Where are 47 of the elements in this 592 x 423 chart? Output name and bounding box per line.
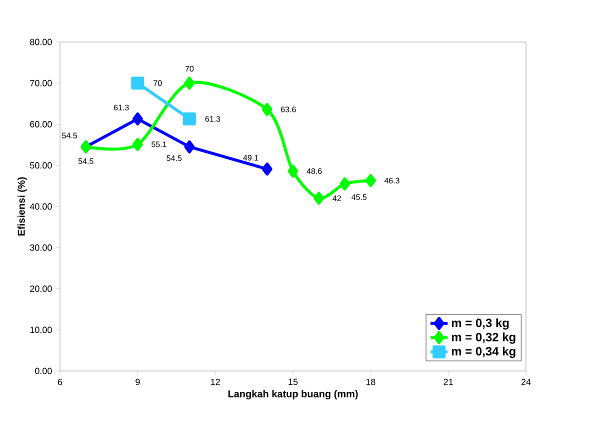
data-label: 54.5 — [166, 155, 182, 161]
y-tick-label: 40.00 — [30, 203, 52, 210]
point — [184, 140, 195, 154]
data-label: 54.5 — [62, 132, 78, 138]
legend-label: m = 0,34 kg — [452, 346, 516, 358]
legend-label: m = 0,3 kg — [452, 318, 509, 330]
x-tick-label: 21 — [444, 378, 453, 386]
point — [182, 112, 196, 126]
y-tick-label: 50.00 — [30, 162, 52, 169]
x-axis-title: Langkah katup buang (mm) — [228, 390, 358, 400]
data-label: 61.3 — [114, 104, 129, 110]
point — [262, 102, 272, 116]
data-label: 61.3 — [205, 116, 220, 122]
data-label: 49.1 — [243, 154, 258, 161]
data-label: 48.6 — [306, 168, 322, 174]
point — [340, 177, 350, 190]
point — [131, 76, 144, 90]
point — [314, 192, 324, 205]
y-tick-label: 20.00 — [30, 286, 52, 292]
point — [184, 76, 195, 90]
y-tick-label: 0.00 — [35, 368, 52, 374]
point — [132, 112, 143, 126]
y-tick-label: 60.00 — [30, 121, 52, 128]
point — [132, 138, 143, 151]
x-tick-label: 18 — [366, 378, 376, 386]
x-tick-label: 15 — [288, 378, 298, 386]
point — [262, 162, 272, 176]
data-label: 55.1 — [152, 142, 166, 148]
y-axis-title: Efisiensi (%) — [18, 177, 27, 236]
y-tick-label: 30.00 — [30, 244, 52, 251]
x-tick-label: 6 — [58, 378, 62, 386]
data-label: 70 — [185, 66, 194, 72]
point — [288, 164, 298, 178]
point — [365, 174, 376, 188]
x-tick-label: 9 — [136, 378, 140, 386]
data-label: 63.6 — [281, 106, 296, 112]
y-tick-label: 10.00 — [30, 326, 52, 334]
y-tick-label: 70.00 — [30, 80, 52, 86]
x-tick-label: 12 — [211, 378, 220, 386]
data-label: 70 — [154, 80, 162, 86]
data-label: 54.5 — [78, 158, 94, 164]
legend-label: m = 0,32 kg — [452, 332, 516, 344]
data-label: 46.3 — [384, 178, 400, 184]
y-tick-label: 80.00 — [30, 38, 52, 46]
data-label: 42 — [332, 195, 341, 202]
x-tick-label: 24 — [521, 378, 531, 386]
data-label: 45.5 — [352, 194, 367, 200]
